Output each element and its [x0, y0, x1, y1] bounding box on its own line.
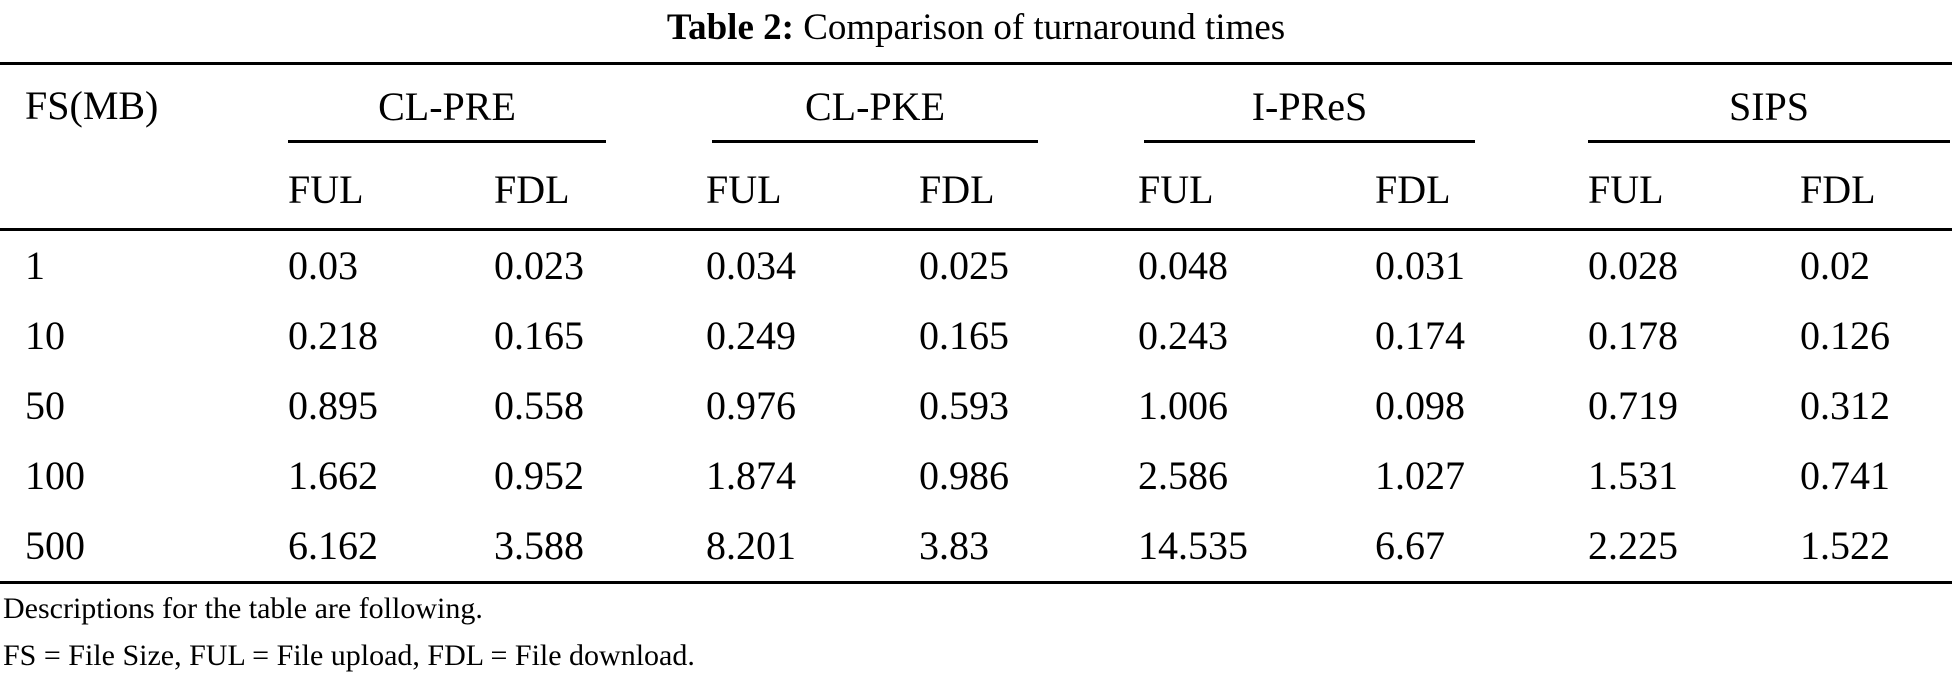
column-group-cl-pke: CL-PKE — [706, 64, 1138, 146]
data-cell: 0.098 — [1375, 383, 1465, 428]
data-cell: 0.174 — [1375, 313, 1465, 358]
data-cell: 0.895 — [288, 383, 378, 428]
data-cell: 0.558 — [494, 383, 584, 428]
data-cell: 8.201 — [706, 523, 796, 568]
table-caption-text: Comparison of turnaround times — [803, 7, 1286, 48]
data-cell: 0.178 — [1588, 313, 1678, 358]
table-row: 1 0.03 0.023 0.034 0.025 0.048 0.031 0.0… — [0, 230, 1952, 302]
group-underline: CL-PRE — [288, 65, 606, 143]
data-cell: 1.874 — [706, 453, 796, 498]
column-group-sips: SIPS — [1588, 64, 1952, 146]
data-cell: 0.031 — [1375, 243, 1465, 288]
subcolumn-header-fdl: FDL — [919, 166, 995, 212]
subcolumn-header-row: FUL FDL FUL FDL FUL FDL FUL FDL — [0, 146, 1952, 230]
table-row: 100 1.662 0.952 1.874 0.986 2.586 1.027 … — [0, 441, 1952, 511]
data-cell: 0.593 — [919, 383, 1009, 428]
data-cell: 0.028 — [1588, 243, 1678, 288]
subcolumn-header-fdl: FDL — [1375, 166, 1451, 212]
data-cell: 0.218 — [288, 313, 378, 358]
data-cell: 1.006 — [1138, 383, 1228, 428]
footnote-description: Descriptions for the table are following… — [3, 592, 483, 625]
column-group-cl-pre: CL-PRE — [288, 64, 706, 146]
data-cell: 0.243 — [1138, 313, 1228, 358]
data-cell: 1.522 — [1800, 523, 1890, 568]
group-label: CL-PRE — [378, 84, 516, 129]
data-cell: 0.741 — [1800, 453, 1890, 498]
data-cell: 1.662 — [288, 453, 378, 498]
row-header-fs: 500 — [25, 523, 85, 568]
group-label: I-PReS — [1251, 84, 1368, 129]
data-cell: 2.586 — [1138, 453, 1228, 498]
subcolumn-header-fdl: FDL — [494, 166, 570, 212]
data-cell: 3.83 — [919, 523, 989, 568]
data-cell: 0.023 — [494, 243, 584, 288]
data-cell: 0.986 — [919, 453, 1009, 498]
group-underline: CL-PKE — [712, 65, 1038, 143]
footnote-abbreviations: FS = File Size, FUL = File upload, FDL =… — [3, 639, 695, 672]
data-cell: 1.531 — [1588, 453, 1678, 498]
data-cell: 0.034 — [706, 243, 796, 288]
row-header-fs: 1 — [25, 243, 45, 288]
subcolumn-header-fdl: FDL — [1800, 166, 1876, 212]
data-cell: 0.952 — [494, 453, 584, 498]
subcolumn-header-ful: FUL — [1138, 166, 1214, 212]
data-cell: 0.126 — [1800, 313, 1890, 358]
data-cell: 0.249 — [706, 313, 796, 358]
group-label: SIPS — [1728, 84, 1810, 129]
column-header-fs: FS(MB) — [25, 83, 159, 128]
row-header-fs: 50 — [25, 383, 65, 428]
row-header-fs: 10 — [25, 313, 65, 358]
data-cell: 6.67 — [1375, 523, 1445, 568]
data-cell: 0.976 — [706, 383, 796, 428]
data-cell: 0.025 — [919, 243, 1009, 288]
table-footnotes: Descriptions for the table are following… — [0, 593, 1952, 672]
data-cell: 2.225 — [1588, 523, 1678, 568]
data-cell: 0.02 — [1800, 243, 1870, 288]
table-caption: Table 2: Comparison of turnaround times — [0, 0, 1952, 62]
data-cell: 0.048 — [1138, 243, 1228, 288]
table-row: 50 0.895 0.558 0.976 0.593 1.006 0.098 0… — [0, 371, 1952, 441]
data-cell: 0.312 — [1800, 383, 1890, 428]
group-underline: I-PReS — [1144, 65, 1475, 143]
turnaround-times-table: FS(MB) CL-PRE CL-PKE I-PReS SIPS FUL FDL… — [0, 62, 1952, 584]
data-cell: 3.588 — [494, 523, 584, 568]
row-header-fs: 100 — [25, 453, 85, 498]
data-cell: 0.03 — [288, 243, 358, 288]
group-underline: SIPS — [1588, 65, 1950, 143]
table-row: 10 0.218 0.165 0.249 0.165 0.243 0.174 0… — [0, 301, 1952, 371]
table-number-label: Table 2: — [666, 7, 794, 48]
data-cell: 6.162 — [288, 523, 378, 568]
group-label: CL-PKE — [805, 84, 945, 129]
data-cell: 14.535 — [1138, 523, 1248, 568]
data-cell: 0.165 — [919, 313, 1009, 358]
table-row: 500 6.162 3.588 8.201 3.83 14.535 6.67 2… — [0, 511, 1952, 583]
data-cell: 0.719 — [1588, 383, 1678, 428]
subcolumn-header-ful: FUL — [288, 166, 364, 212]
subcolumn-header-ful: FUL — [706, 166, 782, 212]
data-cell: 1.027 — [1375, 453, 1465, 498]
column-group-i-pres: I-PReS — [1138, 64, 1588, 146]
subcolumn-header-ful: FUL — [1588, 166, 1664, 212]
group-header-row: FS(MB) CL-PRE CL-PKE I-PReS SIPS — [0, 64, 1952, 146]
data-cell: 0.165 — [494, 313, 584, 358]
